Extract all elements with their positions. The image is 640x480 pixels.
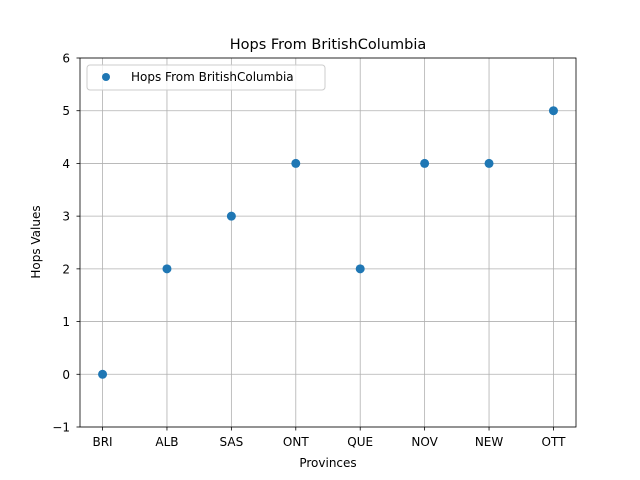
- x-tick-label: ALB: [155, 435, 178, 449]
- x-tick-label: SAS: [220, 435, 244, 449]
- x-tick-label: ONT: [283, 435, 309, 449]
- data-point: [484, 158, 494, 168]
- y-tick-label: 3: [62, 210, 70, 224]
- y-axis-ticks: −1 0 1 2 3 4 5 6: [52, 52, 80, 435]
- x-tick-label: QUE: [347, 435, 373, 449]
- y-tick-label: 4: [62, 157, 70, 171]
- legend: Hops From BritishColumbia: [86, 64, 326, 91]
- axes-frame: [79, 57, 577, 428]
- data-point: [226, 211, 236, 221]
- x-tick-label: OTT: [542, 435, 567, 449]
- x-tick-label: NOV: [411, 435, 438, 449]
- y-tick-label: 1: [62, 315, 70, 329]
- data-point: [355, 264, 365, 274]
- y-tick-label: 0: [62, 368, 70, 382]
- legend-box: [86, 64, 326, 91]
- y-axis-title: Hops Values: [29, 205, 43, 278]
- x-tick-label: BRI: [92, 435, 112, 449]
- y-tick-label: 6: [62, 52, 70, 66]
- chart-title: Hops From BritishColumbia: [230, 37, 427, 53]
- x-tick-label: NEW: [475, 435, 504, 449]
- y-tick-label: −1: [52, 421, 70, 435]
- y-tick-label: 5: [62, 104, 70, 118]
- data-point: [420, 158, 430, 168]
- legend-marker: [102, 73, 110, 81]
- data-point: [98, 369, 108, 379]
- data-point: [548, 106, 558, 116]
- legend-label: Hops From BritishColumbia: [131, 70, 294, 84]
- y-tick-label: 2: [62, 262, 70, 276]
- data-points: [98, 106, 558, 379]
- data-point: [162, 264, 172, 274]
- data-point: [291, 158, 301, 168]
- x-axis-ticks: BRI ALB SAS ONT QUE NOV NEW OTT: [92, 427, 566, 449]
- x-axis-title: Provinces: [299, 456, 356, 470]
